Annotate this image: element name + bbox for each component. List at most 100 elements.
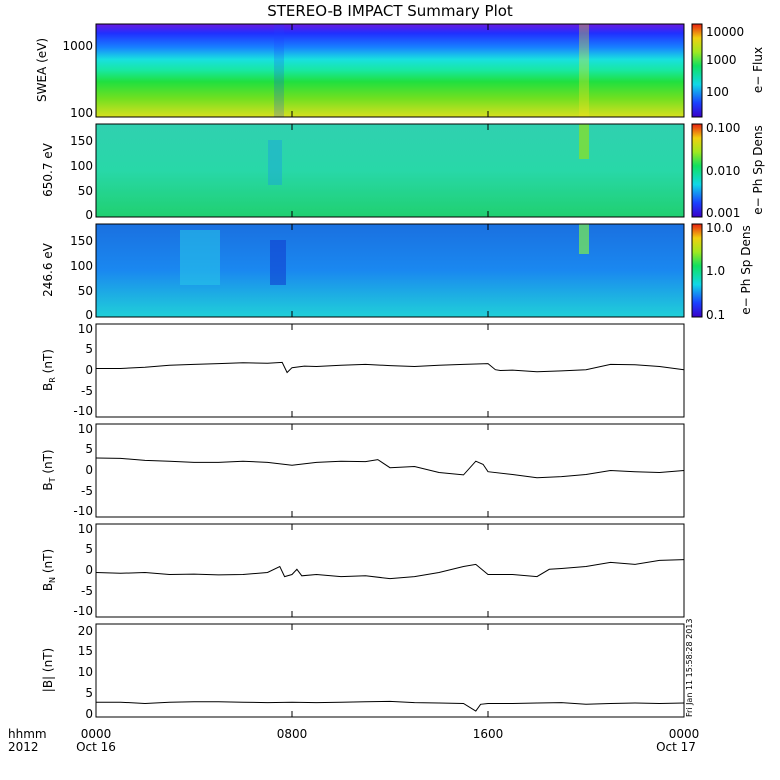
pad-246-ytick-50: 50 — [78, 284, 93, 298]
bmag-ytick-15: 15 — [78, 644, 93, 658]
bn-panel: BN (nT) 10 5 0 -5 -10 — [41, 522, 685, 618]
bmag-ylabel: |B| (nT) — [41, 648, 55, 692]
bt-ylabel-main: B — [41, 482, 55, 490]
bt-panel: BT (nT) 10 5 0 -5 -10 — [41, 422, 685, 518]
pad-650-feature-0800 — [268, 140, 282, 185]
swea-feature-1900 — [579, 24, 589, 117]
pad-650-heatmap — [96, 124, 684, 217]
colorbar-3-bar — [691, 223, 703, 318]
colorbar-3-label: e− Ph Sp Dens — [739, 225, 753, 314]
x-date-oct16: Oct 16 — [76, 740, 116, 754]
swea-panel: SWEA (eV) 1000 100 — [35, 23, 685, 120]
colorbar-2-tick-0.001: 0.001 — [706, 206, 740, 220]
x-date-oct17: Oct 17 — [656, 740, 696, 754]
bn-series-line — [95, 559, 685, 580]
x-tick-1600: 1600 — [473, 727, 504, 741]
bn-frame — [95, 523, 685, 618]
pad-650-frame — [95, 123, 685, 218]
pad-650-feature-1900 — [579, 124, 589, 159]
colorbar-1: 10000 1000 100 e− Flux — [691, 23, 765, 118]
br-ytick-n10: -10 — [73, 404, 93, 418]
colorbar-1-tick-10000: 10000 — [706, 25, 744, 39]
pad-246-ytick-100: 100 — [70, 259, 93, 273]
bn-ytick-10: 10 — [78, 522, 93, 536]
br-ytick-n5: -5 — [81, 384, 93, 398]
bt-ylabel: BT (nT) — [41, 449, 57, 490]
colorbar-1-tick-100: 100 — [706, 85, 729, 99]
bt-ytick-5: 5 — [85, 442, 93, 456]
bt-ylabel-sub: T — [48, 477, 57, 483]
x-tick-0000-end: 0000 — [669, 727, 700, 741]
br-ylabel: BR (nT) — [41, 349, 57, 391]
bt-ytick-0: 0 — [85, 463, 93, 477]
colorbar-3-tick-1.0: 1.0 — [706, 264, 725, 278]
colorbar-2-label: e− Ph Sp Dens — [751, 125, 765, 214]
bn-ylabel-unit: (nT) — [41, 549, 55, 577]
bt-series-line — [95, 457, 685, 479]
colorbar-3-tick-0.1: 0.1 — [706, 308, 725, 322]
pad-650-ytick-0: 0 — [85, 208, 93, 222]
bmag-panel: |B| (nT) 20 15 10 5 0 Fri Jan 11 15:58:2… — [41, 618, 694, 721]
colorbar-2-tick-0.100: 0.100 — [706, 121, 740, 135]
swea-ylabel: SWEA (eV) — [35, 38, 49, 102]
bmag-series-line — [96, 700, 685, 712]
bn-ylabel-main: B — [41, 583, 55, 591]
br-ytick-0: 0 — [85, 363, 93, 377]
x-row-label-2012: 2012 — [8, 740, 39, 754]
swea-ytick-100: 100 — [70, 106, 93, 120]
pad-246-ytick-150: 150 — [70, 234, 93, 248]
x-tick-0000: 0000 — [81, 727, 112, 741]
colorbar-1-bar — [691, 23, 703, 118]
br-ylabel-sub: R — [48, 377, 57, 383]
pad-246-panel: 246.6 eV 150 100 50 0 — [41, 223, 685, 322]
br-series-line — [96, 361, 685, 374]
br-ytick-10: 10 — [78, 322, 93, 336]
swea-ytick-1000: 1000 — [62, 39, 93, 53]
colorbar-2-bar — [691, 123, 703, 218]
br-ytick-5: 5 — [85, 342, 93, 356]
br-ylabel-main: B — [41, 383, 55, 391]
pad-650-ytick-50: 50 — [78, 184, 93, 198]
bmag-ytick-0: 0 — [85, 707, 93, 721]
pad-246-ytick-0: 0 — [85, 308, 93, 322]
bt-ytick-n5: -5 — [81, 484, 93, 498]
bn-ytick-5: 5 — [85, 542, 93, 556]
colorbar-1-tick-1000: 1000 — [706, 53, 737, 67]
pad-650-ytick-150: 150 — [70, 134, 93, 148]
bt-frame — [95, 423, 685, 518]
x-tick-0800: 0800 — [277, 727, 308, 741]
colorbar-2-tick-0.010: 0.010 — [706, 164, 740, 178]
x-axis: hhmm 2012 0000 Oct 16 0800 1600 0000 Oct… — [8, 727, 699, 754]
br-ylabel-unit: (nT) — [41, 349, 55, 377]
timestamp: Fri Jan 11 15:58:28 2013 — [685, 618, 694, 717]
bmag-ytick-10: 10 — [78, 665, 93, 679]
swea-feature-0800 — [274, 24, 284, 117]
bt-ylabel-unit: (nT) — [41, 449, 55, 477]
colorbar-1-label: e− Flux — [751, 47, 765, 93]
pad-246-feature-0800 — [270, 240, 286, 285]
bt-ytick-n10: -10 — [73, 504, 93, 518]
swea-heatmap — [96, 24, 684, 117]
colorbar-3: 10.0 1.0 0.1 e− Ph Sp Dens — [691, 221, 753, 322]
x-row-label-hhmm: hhmm — [8, 727, 47, 741]
pad-650-ytick-100: 100 — [70, 159, 93, 173]
bn-ytick-n5: -5 — [81, 584, 93, 598]
swea-frame — [95, 23, 685, 118]
pad-650-panel: 650.7 eV 150 100 50 0 — [41, 123, 685, 222]
bn-ytick-0: 0 — [85, 563, 93, 577]
bn-ytick-n10: -10 — [73, 604, 93, 618]
plot-title: STEREO-B IMPACT Summary Plot — [267, 2, 513, 20]
bn-ylabel-sub: N — [48, 577, 57, 583]
br-frame — [95, 323, 685, 418]
bt-ytick-10: 10 — [78, 422, 93, 436]
pad-246-feature-1900 — [579, 224, 589, 254]
colorbar-3-tick-10.0: 10.0 — [706, 221, 733, 235]
bmag-ytick-5: 5 — [85, 686, 93, 700]
bn-ylabel: BN (nT) — [41, 549, 57, 591]
bmag-ytick-20: 20 — [78, 624, 93, 638]
br-panel: BR (nT) 10 5 0 -5 -10 — [41, 322, 685, 418]
pad-246-feature-0500 — [180, 230, 220, 285]
pad-246-ylabel: 246.6 eV — [41, 242, 55, 297]
pad-650-ylabel: 650.7 eV — [41, 142, 55, 197]
